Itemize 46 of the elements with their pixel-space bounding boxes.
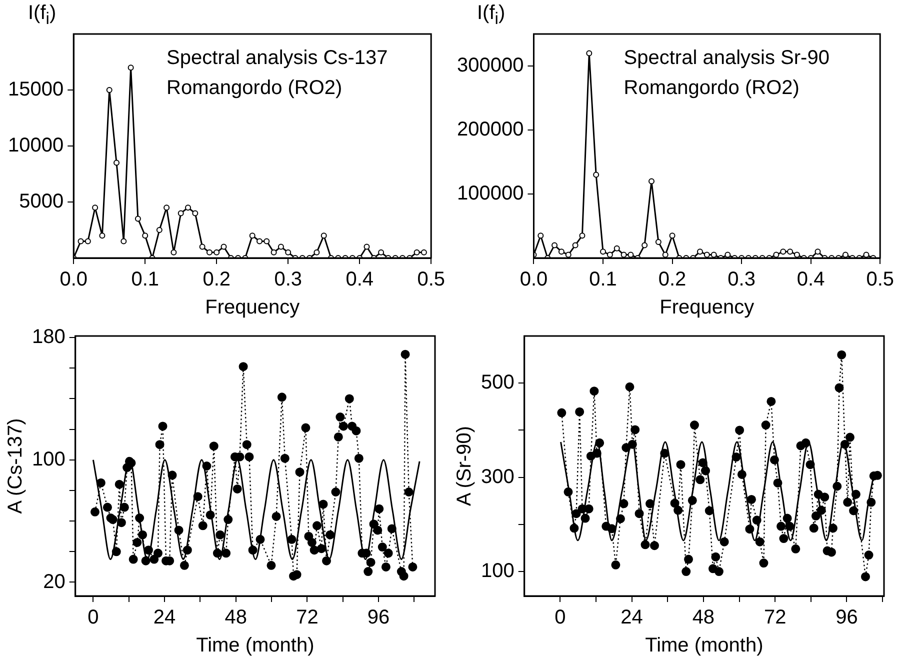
y-tick-label: 5000 [19, 190, 64, 213]
x-tick-label: 0.4 [796, 268, 825, 291]
x-tick-label: 72 [764, 606, 786, 629]
y-tick-label: 500 [480, 372, 514, 394]
x-tick-label: 0.5 [866, 268, 894, 291]
x-tick-label: 0 [554, 606, 566, 629]
x-tick-label: 0 [88, 606, 99, 629]
x-tick-label: 0.0 [60, 268, 88, 291]
y-tick-label: 10000 [8, 134, 64, 157]
y-axis-title: A (Cs-137) [4, 418, 27, 514]
x-tick-label: 24 [620, 606, 643, 629]
x-axis-title: Time (month) [645, 634, 764, 657]
annotation: Spectral analysis Sr-90 [624, 47, 830, 69]
y-axis-title: I(f$_{i}$) [477, 2, 506, 29]
x-tick-label: 0.3 [274, 268, 302, 291]
y-tick-label: 300000 [456, 54, 524, 77]
x-tick-label: 72 [296, 606, 318, 629]
x-tick-label: 0.5 [417, 268, 446, 291]
y-tick-label: 180 [32, 326, 66, 348]
y-tick-label: 300 [480, 466, 514, 488]
x-tick-label: 0.1 [131, 268, 160, 291]
x-tick-label: 0.4 [346, 268, 374, 291]
x-tick-label: 0.1 [589, 268, 617, 291]
x-tick-label: 0.3 [728, 268, 756, 291]
x-axis-title: Frequency [205, 296, 300, 319]
x-tick-label: 96 [367, 606, 390, 629]
x-tick-label: 48 [224, 606, 247, 629]
y-axis-title: A (Sr-90) [454, 426, 476, 506]
x-tick-label: 48 [692, 606, 715, 629]
y-tick-label: 15000 [8, 78, 64, 101]
y-tick-label: 100 [32, 448, 66, 470]
y-axis-title: I(f$_{i}$) [28, 2, 56, 29]
y-tick-label: 100000 [456, 182, 524, 205]
y-tick-label: 100 [480, 560, 514, 582]
annotation: Romangordo (RO2) [624, 77, 800, 99]
x-axis-title: Time (month) [196, 634, 314, 657]
y-tick-label: 200000 [456, 118, 524, 141]
x-tick-label: 96 [836, 606, 858, 629]
x-tick-label: 0.2 [202, 268, 231, 291]
x-tick-label: 24 [153, 606, 176, 629]
x-tick-label: 0.0 [520, 268, 548, 291]
annotation: Romangordo (RO2) [166, 77, 342, 99]
x-tick-label: 0.2 [658, 268, 686, 291]
y-tick-label: 20 [43, 570, 66, 593]
annotation: Spectral analysis Cs-137 [166, 47, 388, 69]
x-axis-title: Frequency [660, 296, 754, 319]
